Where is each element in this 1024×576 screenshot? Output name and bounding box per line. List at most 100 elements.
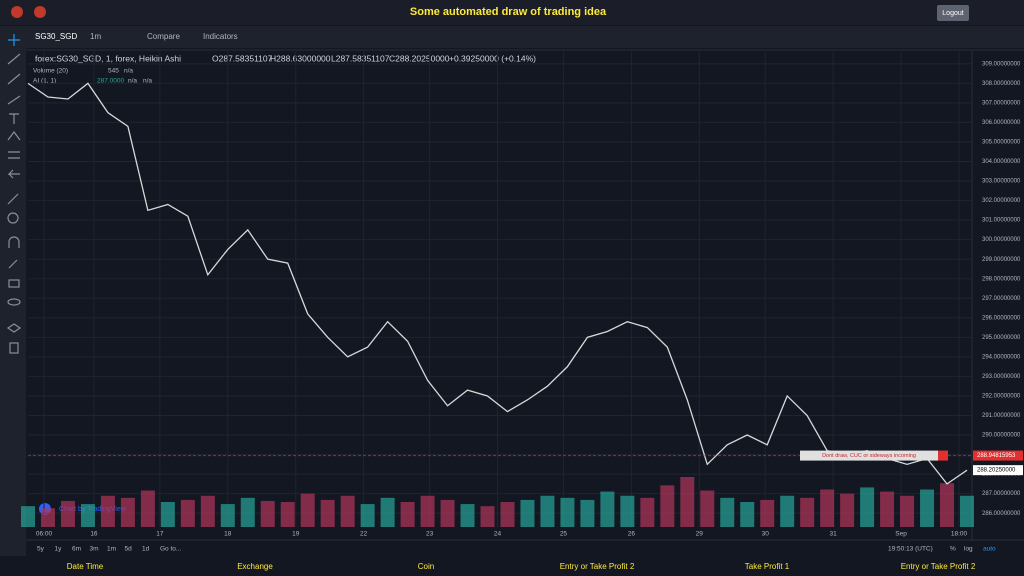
logout-button[interactable] bbox=[937, 5, 969, 21]
volume-bar bbox=[400, 502, 415, 527]
volume-bar bbox=[920, 489, 935, 527]
volume-bar bbox=[520, 499, 535, 527]
range-button[interactable]: 1m bbox=[107, 546, 116, 553]
volume-bar bbox=[680, 477, 695, 527]
volume-na: n/a bbox=[124, 68, 133, 75]
x-tick-label: 16 bbox=[90, 531, 98, 538]
range-button[interactable]: 1y bbox=[55, 546, 63, 553]
y-tick-label: 295.00000000 bbox=[982, 335, 1021, 341]
range-button[interactable]: 5y bbox=[37, 546, 45, 553]
y-tick-label: 297.00000000 bbox=[982, 296, 1021, 302]
y-tick-label: 290.00000000 bbox=[982, 433, 1021, 439]
x-tick-label: 17 bbox=[156, 531, 164, 538]
volume-bar bbox=[260, 500, 275, 527]
y-tick-label: 296.00000000 bbox=[982, 315, 1021, 321]
x-tick-label: 06:00 bbox=[36, 531, 53, 538]
volume-bar bbox=[660, 485, 675, 527]
y-tick-label: 287.00000000 bbox=[982, 491, 1021, 497]
volume-bar bbox=[200, 495, 215, 527]
volume-bar bbox=[140, 490, 155, 527]
annotation: Dont draw, CUC or sideways incoming bbox=[822, 453, 916, 459]
volume-bar bbox=[600, 491, 615, 527]
goto[interactable]: Go to... bbox=[160, 546, 182, 553]
logo bbox=[11, 6, 23, 18]
y-tick-label: 309.00000000 bbox=[982, 61, 1021, 67]
volume-bar bbox=[700, 490, 715, 527]
volume-bar bbox=[80, 504, 95, 527]
header-bar bbox=[0, 0, 1024, 25]
volume-bar bbox=[460, 504, 475, 527]
volume-bar bbox=[840, 493, 855, 527]
y-tick-label: 304.00000000 bbox=[982, 159, 1021, 165]
y-tick-label: 301.00000000 bbox=[982, 218, 1021, 224]
volume-bar bbox=[380, 497, 395, 527]
footer-column: Date Time bbox=[67, 562, 104, 571]
range-button[interactable]: 5d bbox=[125, 546, 133, 553]
annotation-box bbox=[800, 450, 938, 461]
volume-bar bbox=[280, 502, 295, 527]
volume-bar bbox=[940, 483, 955, 527]
volume-bar bbox=[640, 497, 655, 527]
auto-toggle[interactable]: auto bbox=[983, 546, 996, 553]
compare[interactable]: Compare bbox=[147, 32, 180, 41]
volume-bar bbox=[420, 495, 435, 527]
logout-label[interactable]: Logout bbox=[942, 10, 963, 17]
volume-bar bbox=[300, 493, 315, 527]
y-tick-label: 293.00000000 bbox=[982, 374, 1021, 380]
ohlc-change: +0.39250000 (+0.14%) bbox=[449, 53, 536, 63]
page-title: Some automated draw of trading idea bbox=[410, 6, 607, 18]
log-toggle[interactable]: log bbox=[964, 546, 973, 553]
volume-bar bbox=[60, 500, 75, 527]
volume-value: 545 bbox=[108, 68, 119, 75]
interval[interactable]: 1m bbox=[90, 32, 101, 41]
volume-bar bbox=[880, 491, 895, 527]
volume-bar bbox=[720, 497, 735, 527]
price-line bbox=[27, 82, 968, 485]
ma-na: n/a bbox=[128, 78, 137, 85]
volume-bar bbox=[440, 499, 455, 527]
volume-bar bbox=[560, 497, 575, 527]
percent-toggle[interactable]: % bbox=[950, 546, 956, 553]
volume-bar bbox=[180, 499, 195, 527]
x-tick-label: 26 bbox=[628, 531, 636, 538]
price-tag bbox=[973, 465, 1023, 476]
x-tick-label: 19 bbox=[292, 531, 300, 538]
x-tick-label: 22 bbox=[360, 531, 368, 538]
x-tick-label: 30 bbox=[762, 531, 770, 538]
x-tick-label: 24 bbox=[494, 531, 502, 538]
volume-bar bbox=[860, 487, 875, 527]
y-tick-label: 294.00000000 bbox=[982, 354, 1021, 360]
y-tick-label: 286.00000000 bbox=[982, 511, 1021, 517]
volume-bar bbox=[500, 502, 515, 527]
volume-bar bbox=[900, 495, 915, 527]
range-button[interactable]: 1d bbox=[142, 546, 150, 553]
tool-icons[interactable] bbox=[6, 34, 22, 354]
x-tick-label: 23 bbox=[426, 531, 434, 538]
x-tick-label: 29 bbox=[696, 531, 704, 538]
range-button[interactable]: 3m bbox=[90, 546, 99, 553]
x-tick-label: 18:00 bbox=[951, 531, 968, 538]
volume-bar bbox=[780, 495, 795, 527]
left-toolbar bbox=[0, 26, 26, 556]
annotation-flag bbox=[938, 450, 948, 461]
volume-bar bbox=[40, 508, 55, 527]
range-button[interactable]: 6m bbox=[72, 546, 81, 553]
y-tick-label: 298.00000000 bbox=[982, 276, 1021, 282]
y-tick-label: 303.00000000 bbox=[982, 179, 1021, 185]
symbol[interactable]: SG30_SGD bbox=[35, 32, 77, 41]
ohlc-high: H288.63000000 bbox=[270, 53, 331, 63]
y-tick-label: 302.00000000 bbox=[982, 198, 1021, 204]
volume-bar bbox=[220, 504, 235, 527]
y-tick-label: 307.00000000 bbox=[982, 100, 1021, 106]
volume-bar bbox=[540, 495, 555, 527]
volume-bar bbox=[240, 497, 255, 527]
volume-bar bbox=[120, 497, 135, 527]
price-tag-label: 288.94815953 bbox=[977, 453, 1016, 459]
indicators[interactable]: Indicators bbox=[203, 32, 238, 41]
volume-bar bbox=[160, 502, 175, 527]
y-tick-label: 299.00000000 bbox=[982, 257, 1021, 263]
y-tick-label: 308.00000000 bbox=[982, 81, 1021, 87]
volume-label: Volume (20) bbox=[33, 68, 68, 75]
ohlc-low: L287.58351107 bbox=[331, 53, 390, 63]
